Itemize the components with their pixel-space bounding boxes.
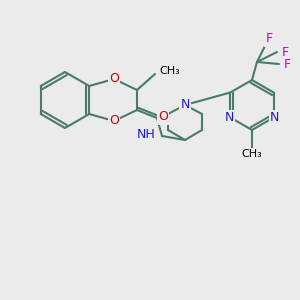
Text: O: O	[109, 73, 119, 85]
Text: O: O	[158, 110, 168, 124]
Text: N: N	[270, 111, 279, 124]
Text: NH: NH	[137, 128, 156, 142]
Text: N: N	[180, 98, 190, 110]
Text: F: F	[266, 32, 273, 46]
Text: O: O	[109, 115, 119, 128]
Text: CH₃: CH₃	[159, 66, 180, 76]
Text: N: N	[225, 111, 234, 124]
Text: F: F	[281, 46, 289, 59]
Text: F: F	[284, 58, 291, 70]
Text: CH₃: CH₃	[242, 149, 262, 159]
